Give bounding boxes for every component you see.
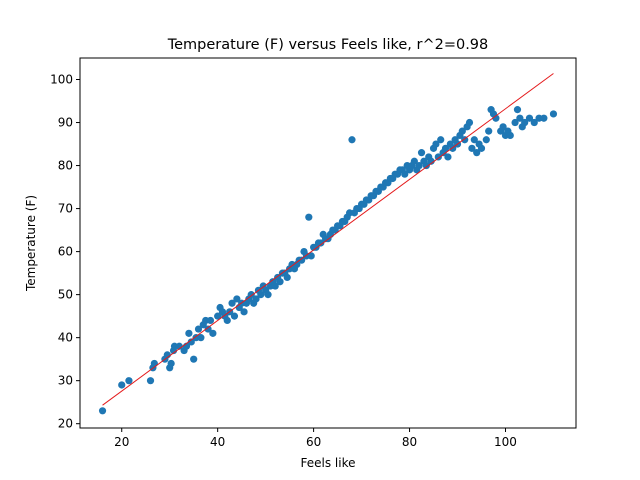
- data-point: [432, 140, 440, 148]
- data-point: [468, 144, 476, 152]
- x-tick-label: 100: [494, 435, 517, 449]
- y-tick-label: 90: [58, 116, 73, 130]
- data-point: [150, 359, 158, 368]
- data-point: [233, 295, 241, 303]
- data-point: [317, 239, 325, 247]
- data-point: [525, 114, 534, 122]
- data-point: [190, 355, 198, 363]
- data-point: [264, 291, 272, 299]
- data-point: [167, 359, 175, 368]
- data-point: [209, 329, 217, 337]
- x-axis-label: Feels like: [301, 456, 356, 470]
- data-point: [482, 136, 490, 144]
- data-point: [240, 308, 248, 316]
- data-point: [422, 161, 430, 170]
- data-point: [348, 136, 356, 144]
- x-tick-label: 40: [210, 435, 225, 449]
- data-point: [506, 131, 514, 140]
- data-point: [477, 144, 486, 152]
- data-point: [206, 316, 215, 325]
- data-point: [194, 325, 203, 333]
- data-point: [228, 299, 236, 307]
- data-point: [146, 377, 155, 385]
- data-point: [437, 136, 445, 144]
- data-point: [401, 170, 409, 178]
- data-point: [444, 153, 452, 161]
- y-axis-ticks: 20 30 40 50 60 70 80 90 100: [50, 73, 80, 431]
- x-tick-label: 60: [306, 435, 321, 449]
- data-point: [427, 157, 435, 165]
- data-point: [417, 149, 426, 157]
- x-axis-ticks: 20 40 60 80 100: [114, 428, 517, 449]
- data-point: [513, 106, 522, 114]
- data-point: [441, 144, 450, 152]
- data-point: [247, 291, 255, 299]
- data-point: [473, 149, 481, 157]
- data-point: [521, 118, 529, 127]
- y-tick-label: 80: [58, 159, 73, 173]
- data-point: [470, 136, 478, 144]
- data-point: [204, 325, 212, 333]
- data-points: [98, 106, 558, 415]
- y-tick-label: 50: [58, 288, 73, 302]
- data-point: [197, 334, 205, 342]
- data-point: [549, 110, 558, 118]
- data-point: [458, 127, 466, 135]
- data-point: [283, 273, 291, 282]
- data-point: [540, 114, 548, 122]
- data-point: [185, 329, 193, 337]
- data-point: [252, 295, 260, 303]
- data-point: [257, 291, 265, 299]
- y-tick-label: 40: [58, 331, 73, 345]
- y-tick-label: 70: [58, 202, 73, 216]
- data-point: [298, 256, 306, 264]
- data-point: [187, 338, 195, 346]
- y-tick-label: 100: [50, 73, 73, 87]
- data-point: [499, 123, 507, 131]
- data-point: [125, 377, 133, 385]
- data-point: [118, 381, 126, 389]
- data-point: [98, 407, 107, 415]
- data-point: [485, 127, 493, 135]
- plot-area-frame: [79, 57, 577, 429]
- data-point: [410, 157, 418, 165]
- y-tick-label: 20: [58, 417, 73, 431]
- y-axis-label: Temperature (F): [24, 195, 38, 292]
- y-tick-label: 60: [58, 245, 73, 259]
- data-point: [516, 114, 524, 122]
- chart-title: Temperature (F) versus Feels like, r^2=0…: [167, 37, 489, 53]
- regression-line: [102, 73, 554, 406]
- data-point: [307, 252, 315, 260]
- data-point: [175, 342, 183, 350]
- x-tick-label: 80: [402, 435, 417, 449]
- data-point: [465, 118, 474, 127]
- data-point: [492, 114, 500, 122]
- data-point: [214, 312, 222, 320]
- data-point: [230, 312, 239, 320]
- x-tick-label: 20: [114, 435, 129, 449]
- data-point: [276, 278, 284, 286]
- y-tick-label: 30: [58, 374, 73, 388]
- data-point: [434, 153, 442, 161]
- data-point: [223, 316, 231, 325]
- data-point: [530, 118, 538, 127]
- data-point: [271, 282, 279, 290]
- data-point: [305, 213, 313, 221]
- data-point: [415, 161, 423, 170]
- data-point: [511, 118, 519, 127]
